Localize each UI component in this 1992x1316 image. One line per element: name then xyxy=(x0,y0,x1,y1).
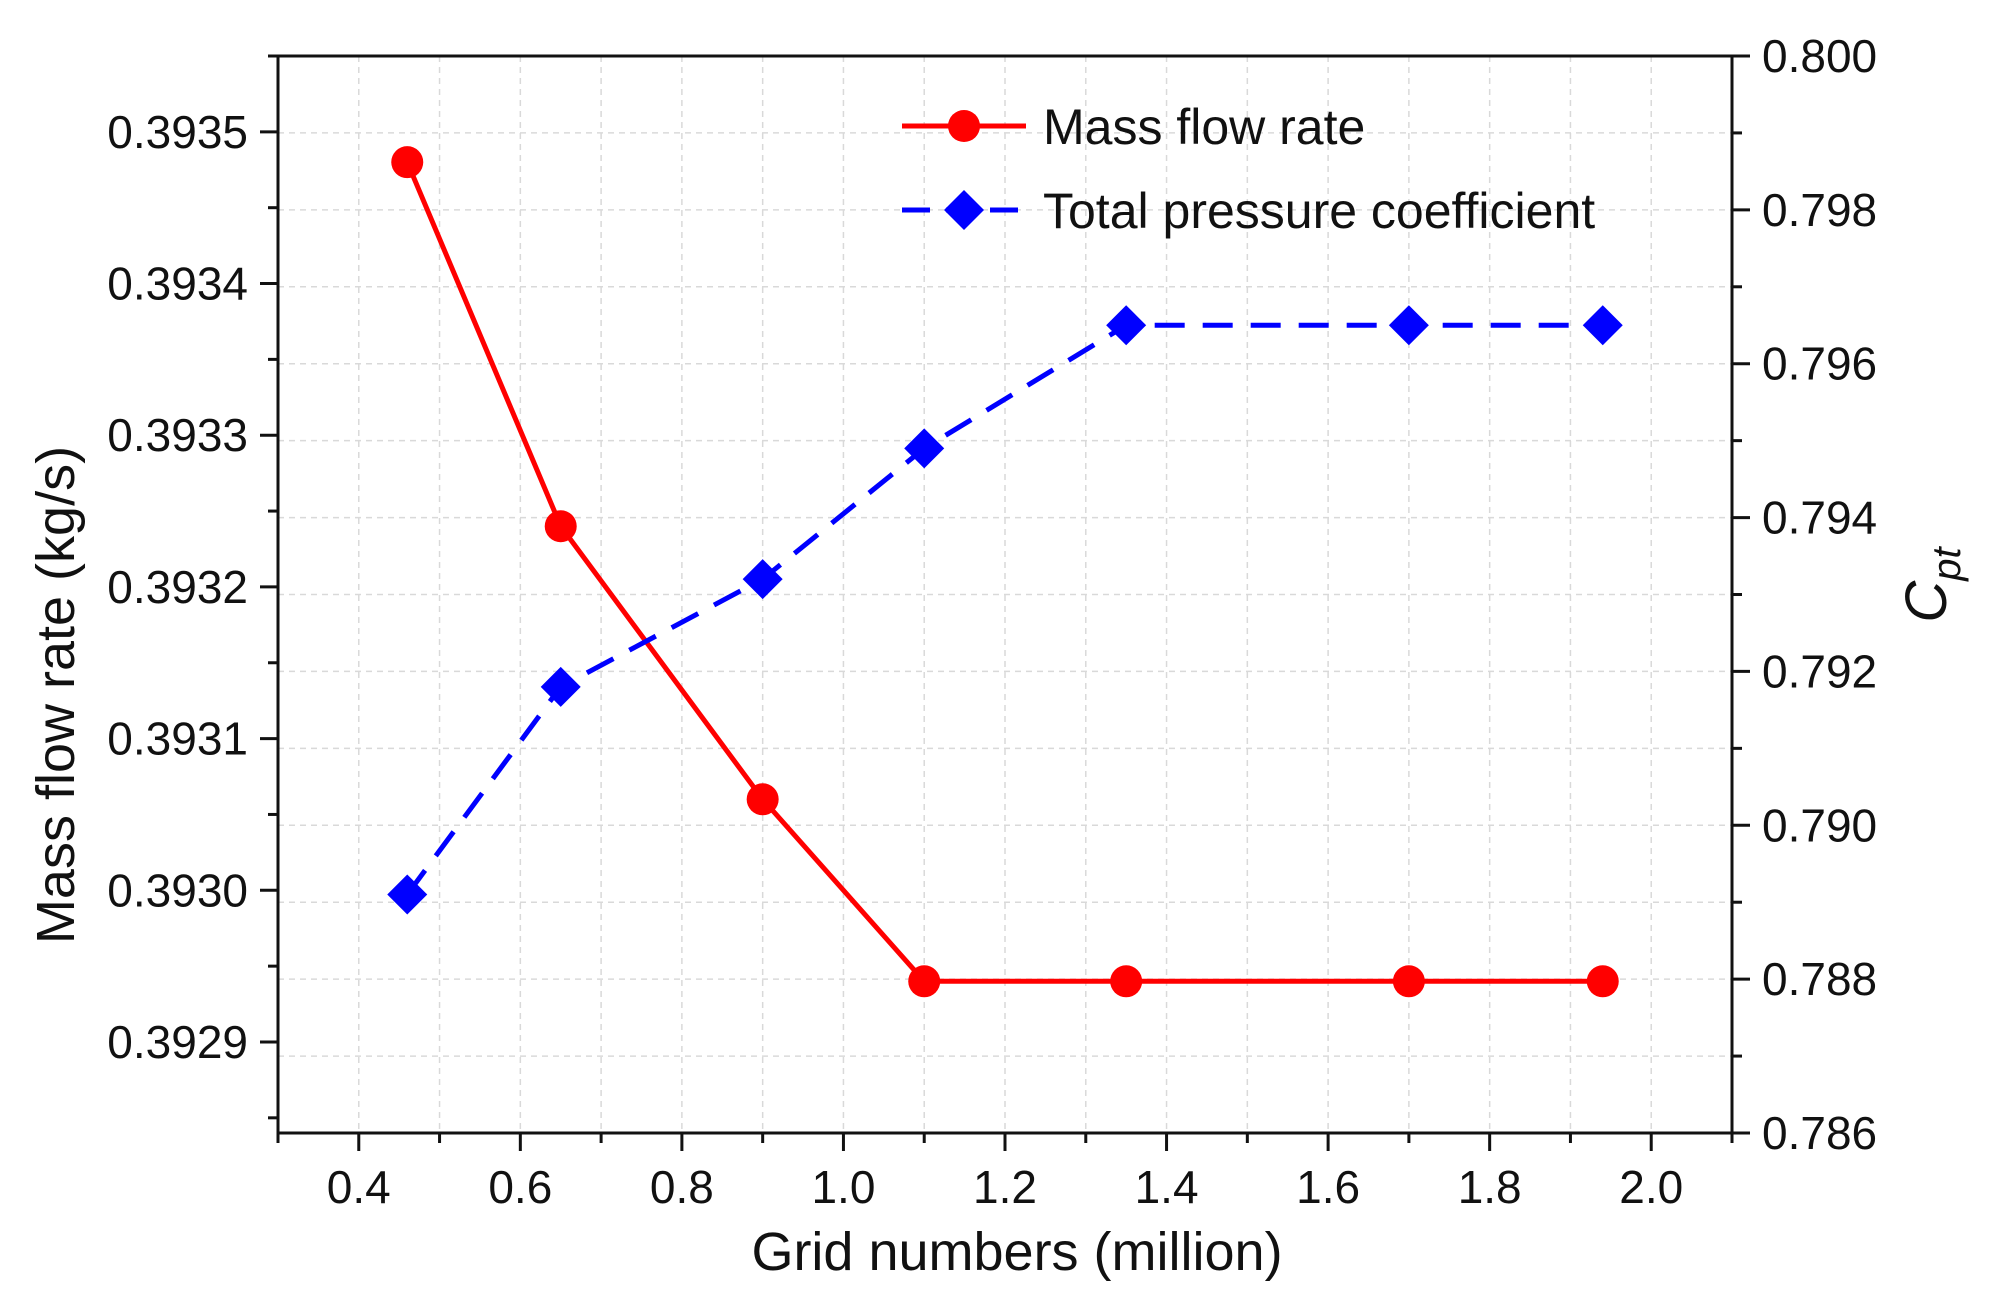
y-tick-label: 0.3930 xyxy=(107,864,248,916)
y2-tick-label: 0.792 xyxy=(1762,645,1877,697)
cpt-point xyxy=(1388,305,1429,346)
y2-tick-label: 0.794 xyxy=(1762,492,1877,544)
y2-tick-label: 0.796 xyxy=(1762,338,1877,390)
x-tick-label: 1.8 xyxy=(1458,1161,1522,1213)
mass-flow-point xyxy=(1586,965,1619,998)
y-tick-label: 0.3935 xyxy=(107,106,248,158)
y2-tick-label: 0.800 xyxy=(1762,30,1877,82)
mass-flow-point xyxy=(544,510,577,543)
x-axis-title: Grid numbers (million) xyxy=(751,1222,1282,1282)
mass-flow-point xyxy=(746,783,779,816)
y2-axis-title: Cpt xyxy=(1894,545,1969,622)
x-tick-label: 1.2 xyxy=(973,1161,1037,1213)
x-tick-label: 0.4 xyxy=(327,1161,391,1213)
legend-cpt-label: Total pressure coefficient xyxy=(1043,183,1595,239)
y-axis-title: Mass flow rate (kg/s) xyxy=(26,446,86,944)
y-tick-label: 0.3929 xyxy=(107,1016,248,1068)
tick-labels: 0.4 0.6 0.8 1.0 1.2 1.4 1.6 1.8 2.0 0.3929 0.3930 0… xyxy=(107,30,1877,1213)
gridlines xyxy=(278,56,1732,1133)
y2-axis-title-main: C xyxy=(1894,580,1959,623)
cpt-point xyxy=(1106,305,1147,346)
series-layer xyxy=(387,146,1623,998)
x-tick-label: 1.4 xyxy=(1135,1161,1199,1213)
y2-tick-label: 0.788 xyxy=(1762,953,1877,1005)
cpt-point xyxy=(540,666,581,707)
y-tick-label: 0.3934 xyxy=(107,258,248,310)
legend-cpt-marker xyxy=(944,190,984,230)
cpt-point xyxy=(904,428,945,469)
legend: Mass flow rate Total pressure coefficien… xyxy=(902,99,1595,239)
y2-tick-label: 0.786 xyxy=(1762,1107,1877,1159)
x-tick-label: 0.6 xyxy=(488,1161,552,1213)
x-tick-label: 2.0 xyxy=(1619,1161,1683,1213)
y2-axis-title-sub: pt xyxy=(1925,545,1969,581)
y-tick-label: 0.3931 xyxy=(107,713,248,765)
mass-flow-point xyxy=(391,146,424,179)
mass-flow-point xyxy=(1110,965,1143,998)
y2-tick-label: 0.790 xyxy=(1762,799,1877,851)
legend-mass-flow-label: Mass flow rate xyxy=(1043,99,1365,155)
x-tick-label: 1.6 xyxy=(1296,1161,1360,1213)
x-tick-label: 0.8 xyxy=(650,1161,714,1213)
y-tick-label: 0.3933 xyxy=(107,409,248,461)
axes xyxy=(260,54,1750,1151)
x-tick-label: 1.0 xyxy=(811,1161,875,1213)
cpt-point xyxy=(1582,305,1623,346)
mass-flow-point xyxy=(908,965,941,998)
mass-flow-line xyxy=(404,161,1603,984)
y2-tick-label: 0.798 xyxy=(1762,184,1877,236)
legend-mass-flow-marker xyxy=(948,110,980,142)
y-tick-label: 0.3932 xyxy=(107,561,248,613)
cpt-point xyxy=(742,559,783,600)
mass-flow-point xyxy=(1392,965,1425,998)
cpt-point xyxy=(387,874,428,915)
